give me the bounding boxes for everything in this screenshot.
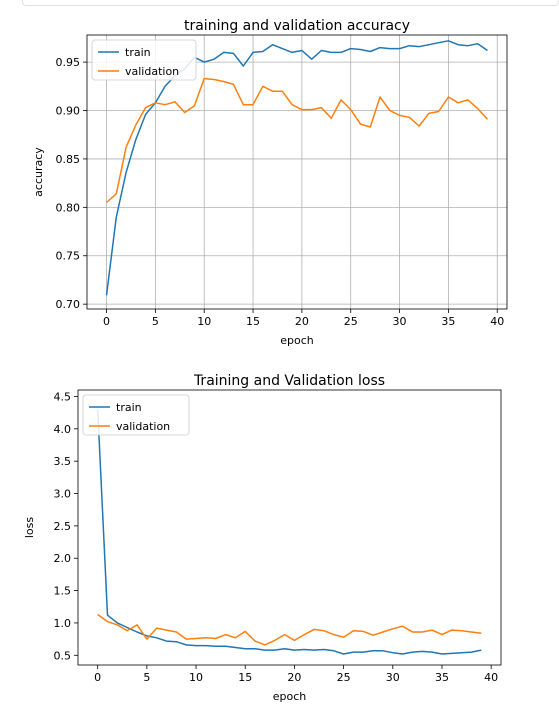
y-tick-label: 0.75 bbox=[56, 250, 81, 263]
x-tick-label: 20 bbox=[295, 315, 309, 328]
y-tick-label: 0.85 bbox=[56, 153, 81, 166]
x-tick-label: 15 bbox=[238, 671, 252, 684]
series-line-validation bbox=[97, 613, 482, 646]
x-tick-label: 40 bbox=[484, 671, 498, 684]
legend-box bbox=[91, 39, 197, 81]
legend-label-validation: validation bbox=[116, 420, 170, 433]
y-tick-label: 2.0 bbox=[54, 552, 72, 565]
chart-2: 0 5 10 15 20 25 30 35 40 0.5 1.0 1.5 2.0 2.5 3.0 3.5 4.0… bbox=[23, 373, 502, 703]
x-tick-label: 5 bbox=[152, 315, 159, 328]
y-tick-label: 4.5 bbox=[54, 390, 72, 403]
y-tick-label: 0.80 bbox=[56, 201, 81, 214]
y-tick-label: 0.95 bbox=[56, 56, 81, 69]
chart-title: Training and Validation loss bbox=[193, 373, 385, 389]
x-axis-label: epoch bbox=[273, 690, 307, 703]
x-tick-label: 5 bbox=[143, 671, 150, 684]
y-axis-label: loss bbox=[23, 517, 36, 539]
legend-label-validation: validation bbox=[125, 65, 179, 78]
x-tick-label: 25 bbox=[337, 671, 351, 684]
plot-frame bbox=[77, 389, 502, 666]
y-axis-label: accuracy bbox=[32, 147, 45, 197]
series-line-validation bbox=[106, 77, 489, 204]
x-tick-label: 0 bbox=[94, 671, 101, 684]
legend-label-train: train bbox=[116, 401, 142, 414]
y-tick-label: 2.5 bbox=[54, 520, 72, 533]
x-tick-label: 10 bbox=[197, 315, 211, 328]
x-axis-label: epoch bbox=[280, 334, 314, 347]
x-tick-label: 20 bbox=[287, 671, 301, 684]
x-tick-label: 30 bbox=[393, 315, 407, 328]
legend-box bbox=[82, 394, 190, 436]
legend-label-train: train bbox=[125, 46, 151, 59]
y-tick-label: 0.5 bbox=[54, 649, 72, 662]
chart-1: 0 5 10 15 20 25 30 35 40 0.70 0.75 0.80 0.85 0.90 0.95… bbox=[32, 18, 508, 347]
x-tick-label: 15 bbox=[246, 315, 260, 328]
y-tick-label: 0.90 bbox=[56, 105, 81, 118]
x-tick-label: 10 bbox=[189, 671, 203, 684]
plot-frame bbox=[86, 34, 508, 310]
y-tick-label: 1.5 bbox=[54, 585, 72, 598]
series-line-train bbox=[96, 409, 482, 655]
x-tick-label: 35 bbox=[435, 671, 449, 684]
x-tick-label: 35 bbox=[441, 315, 455, 328]
y-tick-label: 0.70 bbox=[56, 298, 81, 311]
chart-title: training and validation accuracy bbox=[184, 18, 410, 34]
x-tick-label: 30 bbox=[386, 671, 400, 684]
x-tick-label: 0 bbox=[103, 315, 110, 328]
y-tick-label: 1.0 bbox=[54, 617, 72, 630]
x-tick-label: 25 bbox=[344, 315, 358, 328]
y-tick-label: 4.0 bbox=[54, 423, 72, 436]
y-tick-label: 3.0 bbox=[54, 488, 72, 501]
series-line-train bbox=[105, 40, 488, 296]
x-tick-label: 40 bbox=[490, 315, 504, 328]
y-tick-label: 3.5 bbox=[54, 455, 72, 468]
